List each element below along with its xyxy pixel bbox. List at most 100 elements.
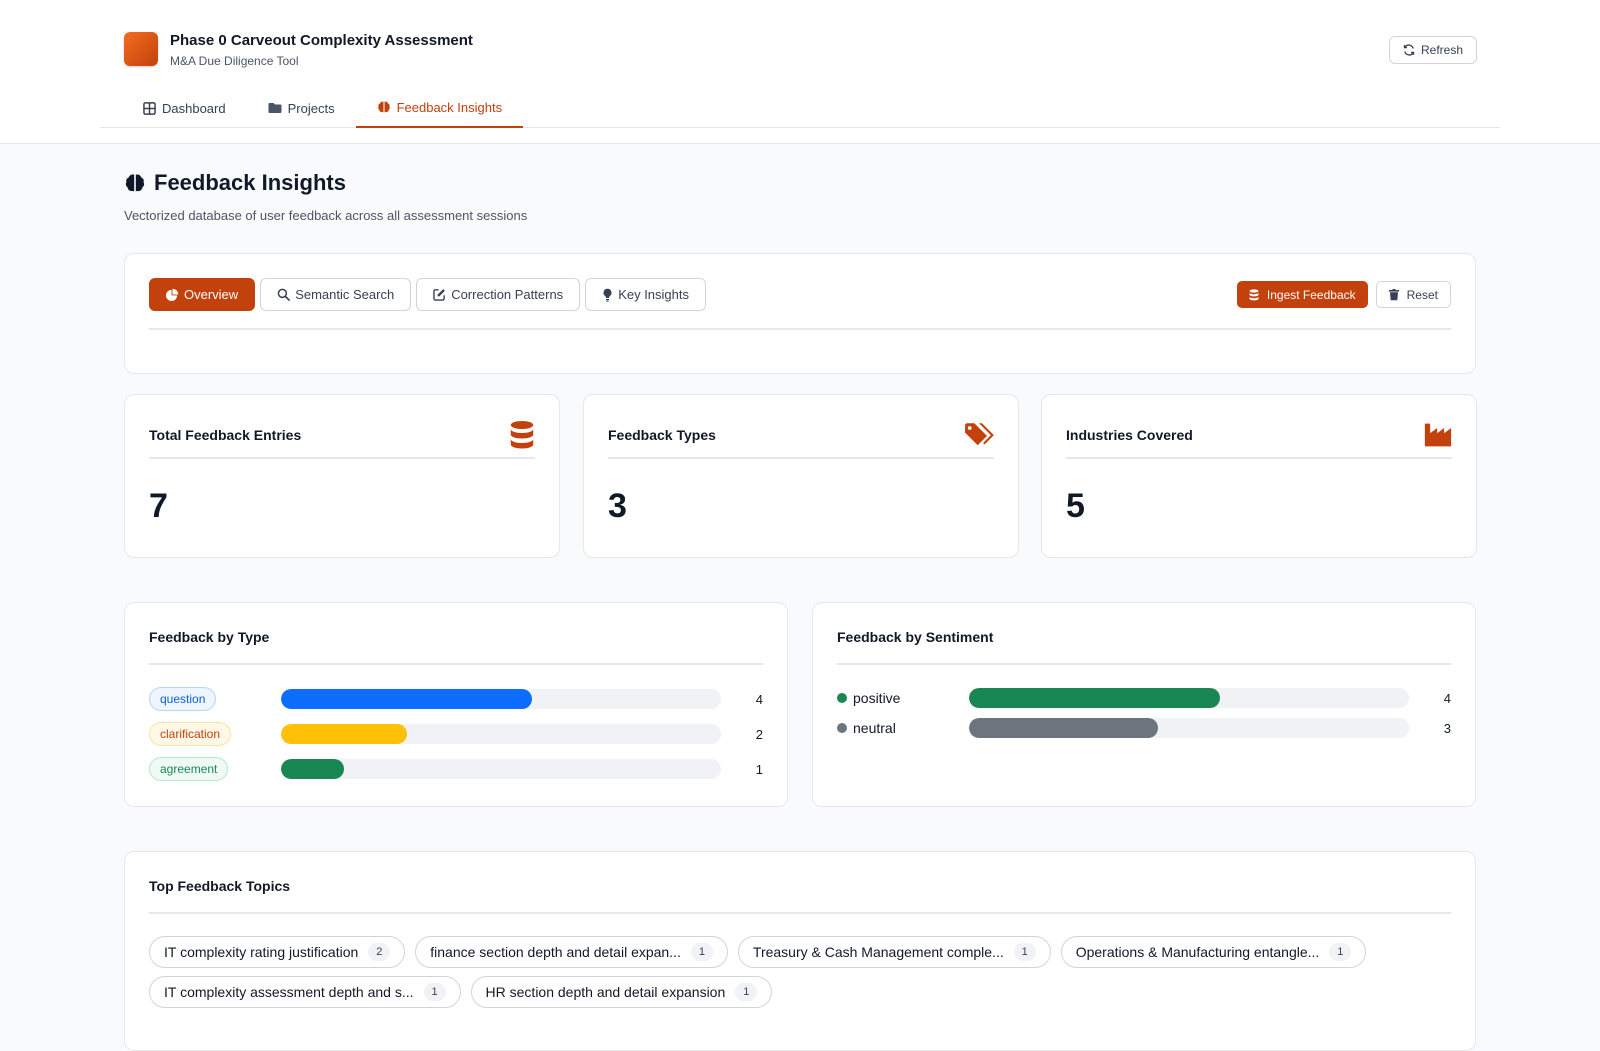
status-dot-icon <box>837 693 847 703</box>
tab-semantic-search-label: Semantic Search <box>295 287 395 302</box>
sentiment-count: 4 <box>1443 690 1451 706</box>
brain-icon <box>125 174 145 192</box>
ingest-feedback-button[interactable]: Ingest Feedback <box>1236 281 1368 308</box>
tab-correction-patterns-label: Correction Patterns <box>451 287 564 302</box>
trash-icon <box>1388 288 1399 300</box>
topic-chip[interactable]: HR section depth and detail expansion 1 <box>470 976 773 1008</box>
bar-fill <box>969 718 1158 738</box>
bar-fill <box>281 689 533 709</box>
status-dot-icon <box>837 723 847 733</box>
topic-count: 1 <box>423 983 446 1001</box>
sentiment-row: neutral 3 <box>837 716 1451 740</box>
stat-value: 7 <box>149 487 168 525</box>
type-row: clarification 2 <box>149 722 763 746</box>
stat-card-industries: Industries Covered 5 <box>1041 394 1477 558</box>
view-tabs-card: Overview Semantic Search Correction Patt… <box>124 253 1476 374</box>
folder-icon <box>268 103 282 113</box>
divider <box>149 328 1451 330</box>
stat-header: Feedback Types <box>608 417 994 459</box>
bar-track <box>281 689 721 709</box>
refresh-label: Refresh <box>1420 43 1464 57</box>
topic-count: 2 <box>368 943 391 961</box>
tab-overview[interactable]: Overview <box>149 278 256 311</box>
tab-overview-label: Overview <box>184 287 239 302</box>
stat-title: Feedback Types <box>608 427 716 443</box>
topic-chip[interactable]: Operations & Manufacturing entangle... 1 <box>1060 936 1367 968</box>
tab-semantic-search[interactable]: Semantic Search <box>260 278 412 311</box>
panel-title: Feedback by Sentiment <box>837 629 1451 665</box>
tab-feedback-insights[interactable]: Feedback Insights <box>355 88 524 128</box>
main-nav: Dashboard Projects Feedback Insights <box>100 88 1500 128</box>
type-count: 2 <box>755 726 763 742</box>
brand-text: Phase 0 Carveout Complexity Assessment M… <box>170 32 473 68</box>
database-icon <box>510 421 534 449</box>
sentiment-label: neutral <box>837 720 896 736</box>
stat-card-feedback-types: Feedback Types 3 <box>583 394 1019 558</box>
topic-label: IT complexity rating justification <box>164 944 359 960</box>
bar-track <box>281 724 721 744</box>
type-count: 4 <box>755 691 763 707</box>
tab-correction-patterns[interactable]: Correction Patterns <box>416 278 581 311</box>
type-pill: agreement <box>149 757 229 781</box>
app-title: Phase 0 Carveout Complexity Assessment <box>170 32 473 49</box>
stat-header: Industries Covered <box>1066 417 1452 459</box>
panel-title: Top Feedback Topics <box>149 878 1451 914</box>
topic-chip[interactable]: finance section depth and detail expan..… <box>415 936 728 968</box>
stat-value: 3 <box>608 487 627 525</box>
bar-track <box>969 718 1409 738</box>
topic-count: 1 <box>735 983 758 1001</box>
feedback-by-sentiment-card: Feedback by Sentiment positive 4 neutral… <box>812 602 1476 807</box>
tab-projects-label: Projects <box>287 100 335 116</box>
topic-count: 1 <box>1013 943 1036 961</box>
tab-feedback-insights-label: Feedback Insights <box>396 99 503 115</box>
stat-title: Total Feedback Entries <box>149 427 302 443</box>
topic-label: Treasury & Cash Management comple... <box>752 944 1004 960</box>
topic-chip[interactable]: Treasury & Cash Management comple... 1 <box>737 936 1051 968</box>
tab-projects[interactable]: Projects <box>247 88 356 128</box>
topic-count: 1 <box>690 943 713 961</box>
search-icon <box>277 288 291 301</box>
stat-title: Industries Covered <box>1066 427 1193 443</box>
type-count: 1 <box>755 761 763 777</box>
sentiment-text: neutral <box>853 720 896 736</box>
page-description: Vectorized database of user feedback acr… <box>124 208 528 223</box>
type-row: question 4 <box>149 687 763 711</box>
app-header: Phase 0 Carveout Complexity Assessment M… <box>0 0 1600 144</box>
database-icon <box>1249 288 1259 300</box>
reset-label: Reset <box>1406 287 1438 302</box>
grid-icon <box>143 101 156 115</box>
top-topics-card: Top Feedback Topics IT complexity rating… <box>124 851 1476 1051</box>
pie-chart-icon <box>166 288 179 301</box>
industry-icon <box>1424 423 1452 447</box>
bar-track <box>969 688 1409 708</box>
topic-label: finance section depth and detail expan..… <box>430 944 681 960</box>
refresh-button[interactable]: Refresh <box>1389 36 1477 64</box>
app-subtitle: M&A Due Diligence Tool <box>170 54 299 68</box>
topic-label: IT complexity assessment depth and s... <box>164 984 414 1000</box>
topics-list: IT complexity rating justification 2 fina… <box>149 936 1451 1008</box>
reset-button[interactable]: Reset <box>1375 281 1451 308</box>
ingest-feedback-label: Ingest Feedback <box>1266 287 1356 302</box>
topic-chip[interactable]: IT complexity rating justification 2 <box>149 936 406 968</box>
bar-fill <box>281 759 344 779</box>
topic-count: 1 <box>1329 943 1352 961</box>
tab-dashboard[interactable]: Dashboard <box>122 88 247 128</box>
refresh-icon <box>1403 44 1415 56</box>
topic-chip[interactable]: IT complexity assessment depth and s... 1 <box>149 976 461 1008</box>
view-tabs: Overview Semantic Search Correction Patt… <box>149 278 707 311</box>
tab-key-insights-label: Key Insights <box>618 287 690 302</box>
tab-key-insights[interactable]: Key Insights <box>585 278 707 311</box>
panel-title: Feedback by Type <box>149 629 763 665</box>
topic-label: HR section depth and detail expansion <box>485 984 726 1000</box>
brand: Phase 0 Carveout Complexity Assessment M… <box>124 32 473 68</box>
lightbulb-icon <box>603 288 612 302</box>
stat-header: Total Feedback Entries <box>149 417 535 459</box>
type-pill: clarification <box>149 722 232 746</box>
sentiment-row: positive 4 <box>837 686 1451 710</box>
brain-icon <box>377 101 390 113</box>
stat-card-total-feedback: Total Feedback Entries 7 <box>124 394 560 558</box>
tags-icon <box>965 423 994 446</box>
app-logo <box>124 32 158 66</box>
edit-icon <box>433 289 446 301</box>
page-title-text: Feedback Insights <box>154 170 346 195</box>
